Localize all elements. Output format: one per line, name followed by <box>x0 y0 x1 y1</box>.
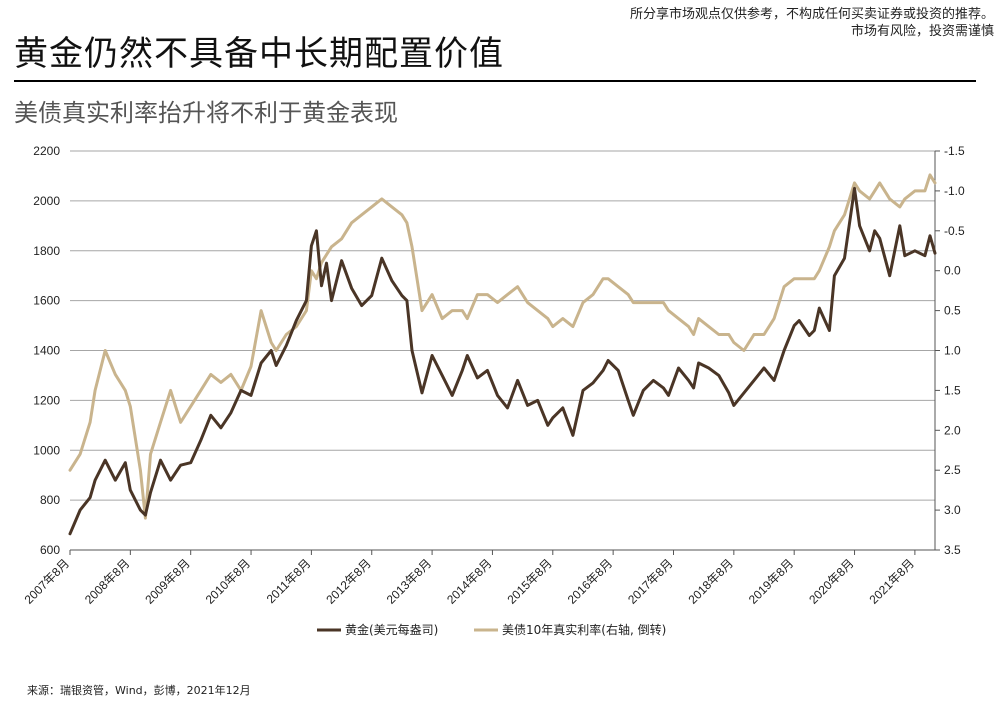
y2-tick-label: 0.0 <box>944 264 961 278</box>
x-axis-ticks: 2007年8月 2008年8月 2009年8月 2010年8月 2011年8月 2012年… <box>22 550 917 607</box>
chart-gridlines <box>70 150 935 501</box>
x-tick-label: 2016年8月 <box>565 556 615 606</box>
x-tick-label: 2018年8月 <box>685 556 735 606</box>
page-subtitle: 美债真实利率抬升将不利于黄金表现 <box>14 99 398 127</box>
y-tick-label: 1400 <box>33 344 60 358</box>
x-tick-label: 2021年8月 <box>867 556 917 606</box>
y-tick-label: 600 <box>40 543 60 557</box>
x-tick-label: 2010年8月 <box>203 556 253 606</box>
y2-tick-label: 3.5 <box>944 543 961 557</box>
chart-legend: 黄金(美元每盎司) 美债10年真实利率(右轴, 倒转) <box>317 622 666 637</box>
legend-label: 黄金(美元每盎司) <box>345 622 438 637</box>
legend-label: 美债10年真实利率(右轴, 倒转) <box>502 622 666 637</box>
y2-tick-label: -1.5 <box>944 144 965 158</box>
y2-tick-label: 2.0 <box>944 423 961 437</box>
y-tick-label: 1600 <box>33 294 60 308</box>
y-tick-label: 2000 <box>33 194 60 208</box>
x-tick-label: 2014年8月 <box>444 556 494 606</box>
right-axis-ticks: -1.5 -1.0 -0.5 0.0 0.5 1.0 1.5 2.0 2.5 3.0 3.5 <box>935 144 965 557</box>
disclaimer-line-2: 市场有风险，投资需谨慎 <box>850 24 994 39</box>
y-tick-label: 2200 <box>33 144 60 158</box>
y-tick-label: 1200 <box>33 393 60 407</box>
title-divider <box>14 80 976 82</box>
y2-tick-label: -0.5 <box>944 224 965 238</box>
y2-tick-label: 3.0 <box>944 503 961 517</box>
y2-tick-label: 2.5 <box>944 463 961 477</box>
x-tick-label: 2011年8月 <box>264 556 314 606</box>
source-note: 来源：瑞银资管，Wind，彭博，2021年12月 <box>27 684 251 697</box>
x-tick-label: 2012年8月 <box>323 556 373 606</box>
y2-tick-label: 1.0 <box>944 344 961 358</box>
chart-series <box>68 173 937 536</box>
disclaimer: 所分享市场观点仅供参考，不构成任何买卖证券或投资的推荐。 市场有风险，投资需谨慎 <box>630 6 994 40</box>
y2-tick-label: 0.5 <box>944 304 961 318</box>
y2-tick-label: 1.5 <box>944 383 961 397</box>
real-rate-line <box>68 173 937 520</box>
page-title: 黄金仍然不具备中长期配置价值 <box>14 34 504 74</box>
x-tick-label: 2008年8月 <box>82 556 132 606</box>
y-tick-label: 1800 <box>33 244 60 258</box>
x-tick-label: 2019年8月 <box>746 556 796 606</box>
x-tick-label: 2007年8月 <box>22 556 72 606</box>
y-tick-label: 1000 <box>33 443 60 457</box>
x-tick-label: 2017年8月 <box>625 556 675 606</box>
gold-price-line <box>68 186 937 536</box>
x-tick-label: 2013年8月 <box>384 556 434 606</box>
left-axis-ticks: 600 800 1000 1200 1400 1600 1800 2000 2200 <box>33 144 60 557</box>
x-tick-label: 2009年8月 <box>142 556 192 606</box>
x-tick-label: 2020年8月 <box>806 556 856 606</box>
y-tick-label: 800 <box>40 493 60 507</box>
y2-tick-label: -1.0 <box>944 184 965 198</box>
disclaimer-line-1: 所分享市场观点仅供参考，不构成任何买卖证券或投资的推荐。 <box>629 7 994 22</box>
x-tick-label: 2015年8月 <box>504 556 554 606</box>
